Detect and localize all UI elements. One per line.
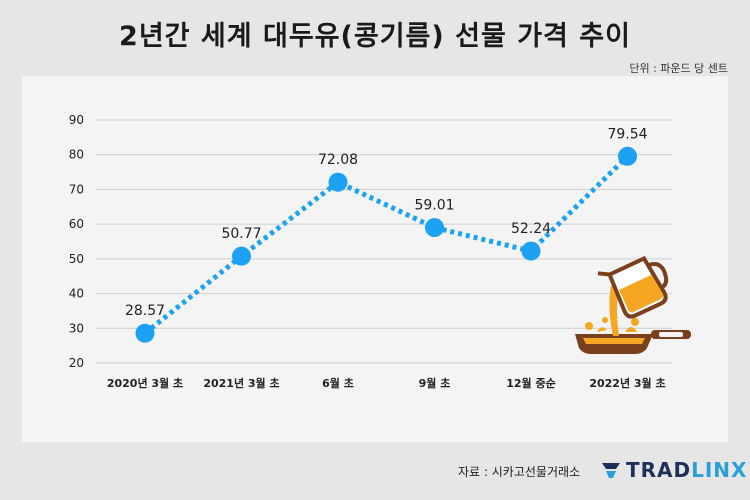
y-tick-label: 60	[69, 217, 84, 231]
source-label: 자료 : 시카고선물거래소	[458, 465, 581, 479]
data-point	[135, 323, 155, 343]
data-point	[618, 146, 637, 166]
chart-panel: 28.57 50.77 72.08 59.01 52.24 79.54 20 30 40 50 6…	[22, 76, 728, 442]
tradlinx-logo: TRADLINX	[600, 457, 747, 483]
data-label: 28.57	[125, 303, 165, 319]
x-tick-label: 2022년 3월 초	[589, 376, 665, 390]
y-tick-label: 40	[69, 287, 84, 301]
y-tick-label: 20	[69, 356, 84, 370]
oil-pouring-illustration	[575, 255, 691, 354]
tradlinx-logo-icon	[602, 463, 620, 478]
x-tick-label: 12월 중순	[506, 376, 556, 390]
unit-label: 단위 : 파운드 당 센트	[629, 62, 728, 75]
y-tick-label: 90	[69, 113, 84, 127]
y-tick-label: 30	[69, 321, 84, 335]
data-label: 52.24	[511, 221, 551, 237]
tradlinx-logo-text: TRADLINX	[626, 458, 748, 482]
line-chart: 28.57 50.77 72.08 59.01 52.24 79.54 20 30 40 50 6…	[69, 113, 691, 390]
x-tick-label: 6월 초	[322, 376, 354, 390]
series-line	[143, 154, 630, 336]
data-label: 79.54	[607, 126, 647, 142]
data-label: 72.08	[318, 152, 358, 168]
data-point	[328, 172, 348, 192]
chart-title: 2년간 세계 대두유(콩기름) 선물 가격 추이	[119, 21, 631, 52]
data-point	[521, 241, 541, 261]
data-label: 50.77	[221, 226, 261, 242]
data-label: 59.01	[414, 198, 454, 214]
x-tick-label: 9월 초	[419, 376, 451, 390]
y-tick-label: 70	[69, 182, 84, 196]
y-tick-label: 80	[69, 148, 84, 162]
x-tick-label: 2021년 3월 초	[203, 376, 279, 390]
data-point	[425, 218, 444, 238]
x-tick-label: 2020년 3월 초	[107, 376, 183, 390]
y-tick-label: 50	[69, 252, 84, 266]
data-point	[232, 246, 251, 266]
